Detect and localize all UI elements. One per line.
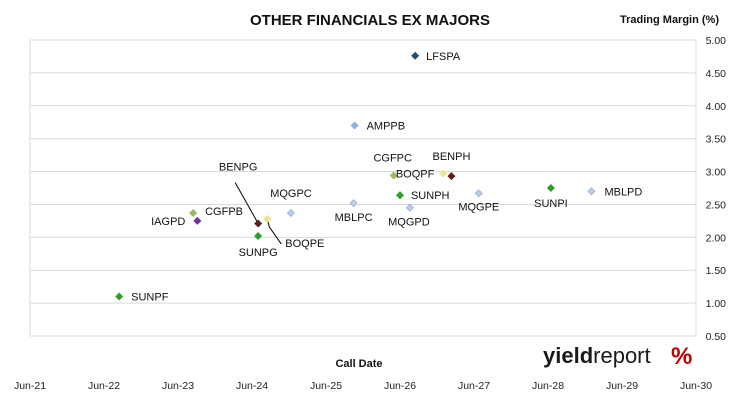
point-label-sunpi: SUNPI [534,198,568,210]
point-label-cgfpb: CGFPB [205,206,243,218]
point-label-cgfpc: CGFPC [373,153,412,165]
data-point-benpg [254,219,263,228]
data-point-sunpi [546,183,555,193]
data-point-sunpf [115,292,124,301]
point-label-boqpf: BOQPF [396,169,435,181]
leader-line-boqpe [266,218,282,245]
x-tick-label: Jun-29 [606,380,638,392]
data-points [115,51,596,301]
data-point-boqpf [439,169,448,178]
y-tick-label: 2.00 [706,232,727,244]
chart-title: OTHER FINANCIALS EX MAJORS [250,12,490,29]
data-point-lfspa [411,51,420,60]
point-label-sunpf: SUNPF [131,292,169,304]
point-label-mqgpd: MQGPD [388,217,430,229]
x-tick-label: Jun-26 [384,380,416,392]
y-tick-label: 2.50 [706,199,727,211]
data-point-mqgpe [474,189,483,198]
data-point-mblpd [587,187,596,196]
data-point-sunpg [254,231,263,241]
data-point-iagpd [193,216,202,225]
point-label-mqgpe: MQGPE [458,201,499,213]
logo-yield-text: yield [543,343,593,368]
data-point-cgfpc [389,171,398,180]
x-tick-label: Jun-22 [88,380,120,392]
logo-percent-icon: % [671,343,692,370]
y-tick-label: 5.00 [706,35,727,47]
x-tick-labels: Jun-21 Jun-22 Jun-23 Jun-24 Jun-25 Jun-26 Jun-… [14,380,712,392]
point-label-sunph: SUNPH [411,190,450,202]
point-label-mblpc: MBLPC [335,212,373,224]
y-tick-label: 3.50 [706,134,727,146]
data-point-boqpe [263,214,272,223]
point-label-sunpg: SUNPG [239,247,278,259]
data-point-amppb [350,121,359,130]
data-point-sunph [395,191,405,200]
x-axis-title: Call Date [335,358,382,370]
yieldreport-logo: yieldreport % [543,343,692,370]
point-label-lfspa: LFSPA [426,51,461,63]
y-axis-title: Trading Margin (%) [620,14,719,26]
x-tick-label: Jun-21 [14,380,46,392]
data-point-mblpc [349,199,358,208]
y-tick-labels: 5.00 4.50 4.00 3.50 3.00 2.50 2.00 1.50 1.00 0.50 [706,35,727,343]
gridlines [29,39,697,337]
logo-report-text: report [593,343,650,368]
x-tick-label: Jun-25 [310,380,342,392]
leader-line-benpg [234,182,259,224]
point-label-iagpd: IAGPD [151,216,185,228]
point-label-benph: BENPH [432,151,470,163]
x-tick-label: Jun-27 [458,380,490,392]
data-point-benph [447,172,456,181]
svg-text:yieldreport: yieldreport [543,343,651,368]
data-point-cgfpb [189,208,198,218]
y-tick-label: 4.00 [706,101,727,113]
data-point-mqgpd [405,203,414,212]
point-label-amppb: AMPPB [367,121,406,133]
point-labels: LFSPA AMPPB CGFPC BOQPF BENPH SUNPH MBLPC MQGPD… [131,51,642,304]
y-tick-label: 0.50 [706,331,727,343]
y-tick-label: 1.50 [706,265,727,277]
point-label-benpg: BENPG [219,162,258,174]
y-tick-label: 3.00 [706,167,727,179]
y-tick-label: 1.00 [706,298,727,310]
data-point-mqgpc [286,208,295,218]
x-tick-label: Jun-28 [532,380,564,392]
x-tick-label: Jun-23 [162,380,194,392]
x-tick-label: Jun-30 [680,380,712,392]
point-label-mblpd: MBLPD [604,186,642,198]
y-tick-label: 4.50 [706,68,727,80]
x-tick-label: Jun-24 [236,380,268,392]
point-label-boqpe: BOQPE [285,238,324,250]
point-label-mqgpc: MQGPC [270,188,312,200]
